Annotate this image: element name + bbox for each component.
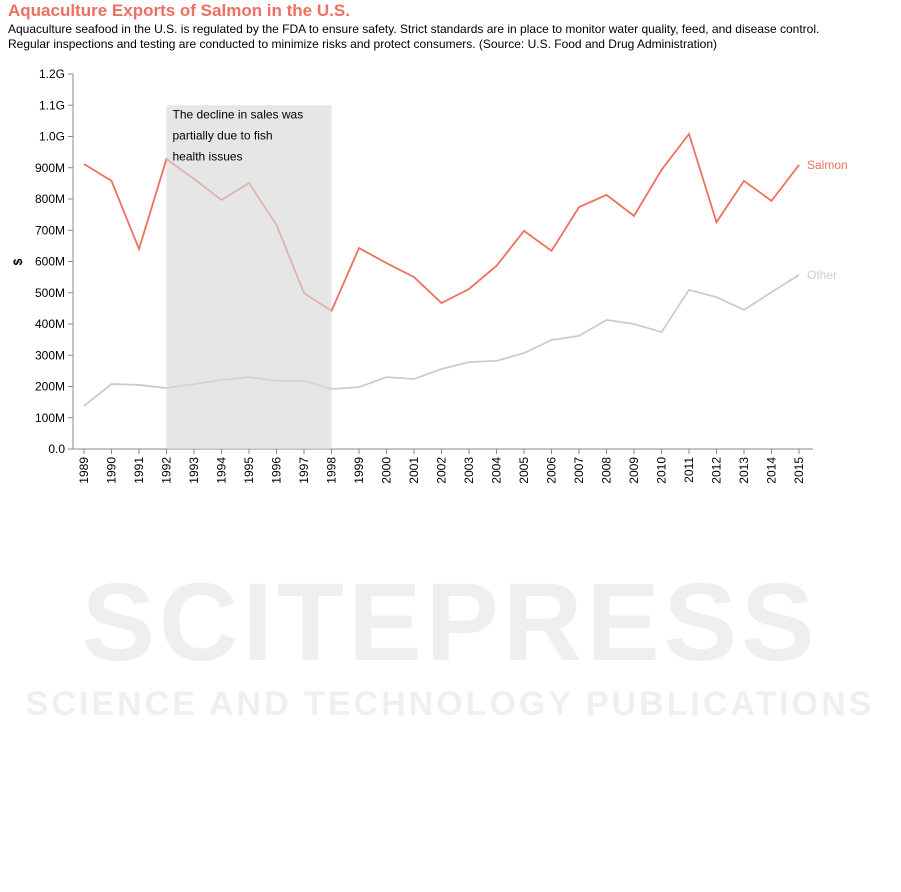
annotation-text: partially due to fish [173, 128, 273, 142]
x-tick-label: 2003 [462, 457, 476, 484]
x-tick-label: 1996 [270, 457, 284, 484]
x-tick-label: 2012 [710, 457, 724, 484]
x-tick-label: 1990 [105, 457, 119, 484]
annotation-text: The decline in sales was [173, 107, 304, 121]
y-axis-label: $ [11, 258, 25, 265]
x-tick-label: 1992 [160, 457, 174, 484]
x-tick-label: 2010 [655, 457, 669, 484]
chart-subtitle: Regular inspections and testing are cond… [8, 37, 717, 51]
annotation-band [166, 105, 332, 449]
y-tick-label: 1.1G [39, 98, 65, 112]
y-tick-label: 400M [35, 317, 65, 331]
y-tick-label: 700M [35, 223, 65, 237]
x-tick-label: 1991 [132, 457, 146, 484]
x-tick-label: 1995 [242, 457, 256, 484]
y-tick-label: 100M [35, 411, 65, 425]
x-tick-label: 2001 [407, 457, 421, 484]
y-tick-label: 500M [35, 286, 65, 300]
x-tick-label: 1999 [352, 457, 366, 484]
x-tick-label: 2007 [572, 457, 586, 484]
chart-title: Aquaculture Exports of Salmon in the U.S… [8, 1, 350, 20]
x-tick-label: 2008 [600, 457, 614, 484]
y-tick-label: 200M [35, 380, 65, 394]
y-tick-label: 900M [35, 161, 65, 175]
y-tick-label: 600M [35, 255, 65, 269]
y-tick-label: 0.0 [48, 442, 65, 456]
y-tick-label: 300M [35, 348, 65, 362]
x-tick-label: 2000 [380, 457, 394, 484]
x-tick-label: 1997 [297, 457, 311, 484]
y-tick-label: 1.2G [39, 67, 65, 81]
x-tick-label: 2009 [627, 457, 641, 484]
x-tick-label: 2002 [435, 457, 449, 484]
series-label: Other [807, 268, 837, 282]
x-tick-label: 2011 [682, 457, 696, 483]
chart-subtitle: Aquaculture seafood in the U.S. is regul… [8, 22, 819, 36]
x-tick-label: 1989 [77, 457, 91, 484]
x-tick-label: 2005 [517, 457, 531, 484]
x-tick-label: 1993 [187, 457, 201, 484]
x-tick-label: 1998 [325, 457, 339, 484]
x-tick-label: 2004 [490, 457, 504, 484]
x-tick-label: 2015 [792, 457, 806, 484]
annotation-text: health issues [173, 149, 243, 163]
watermark-subtitle: SCIENCE AND TECHNOLOGY PUBLICATIONS [26, 685, 875, 723]
x-tick-label: 2014 [765, 457, 779, 484]
watermark-title: SCITEPRESS [82, 561, 819, 684]
x-tick-label: 1994 [215, 457, 229, 484]
series-label: Salmon [807, 158, 848, 172]
y-tick-label: 800M [35, 192, 65, 206]
x-tick-label: 2013 [737, 457, 751, 484]
y-tick-label: 1.0G [39, 130, 65, 144]
x-tick-label: 2006 [545, 457, 559, 484]
